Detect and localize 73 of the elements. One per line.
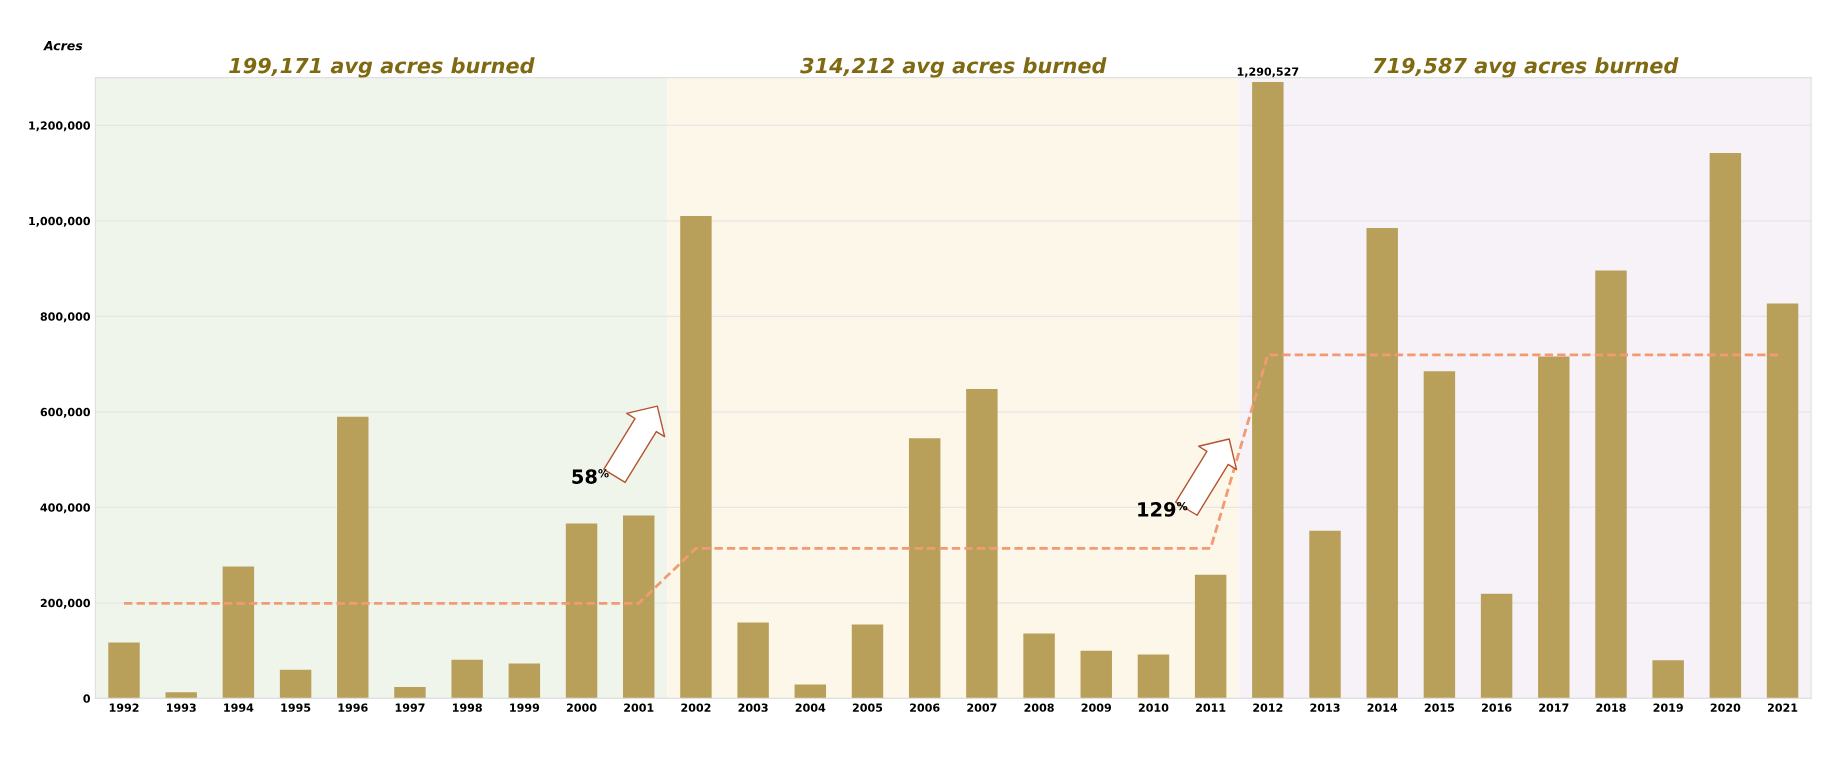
x-tick-label: 2000 <box>566 703 597 712</box>
bar <box>1366 228 1398 699</box>
x-tick-label: 2002 <box>681 703 711 712</box>
x-tick-label: 2019 <box>1653 703 1683 712</box>
bar <box>1194 574 1227 699</box>
annotation: 58% <box>572 469 609 484</box>
x-tick-label: 2009 <box>1081 703 1112 712</box>
bar <box>1137 654 1170 699</box>
x-tick-label: 2004 <box>795 703 826 712</box>
y-tick-label: 600,000 <box>40 407 91 418</box>
bar <box>908 438 941 699</box>
x-tick-label: 2021 <box>1767 703 1798 712</box>
bar <box>108 642 140 699</box>
band-label: 314,212 avg acres burned <box>800 57 1107 78</box>
bar <box>1652 660 1684 699</box>
bar <box>1480 593 1513 699</box>
x-tick-label: 1993 <box>167 703 196 712</box>
x-tick-label: 1995 <box>281 703 311 712</box>
x-tick-label: 2020 <box>1710 703 1741 712</box>
data-label: 1,290,527 <box>1237 67 1299 78</box>
bar <box>966 388 998 699</box>
x-tick-label: 2017 <box>1539 703 1569 712</box>
x-tick-label: 2011 <box>1196 703 1226 712</box>
y-tick-label: 200,000 <box>40 598 91 609</box>
bar <box>1595 270 1627 699</box>
bar <box>337 416 369 699</box>
bar <box>680 216 712 699</box>
band-label: 199,171 avg acres burned <box>229 57 535 78</box>
bar <box>851 624 884 699</box>
bar <box>1709 153 1742 699</box>
bar <box>1252 82 1284 699</box>
x-tick-label: 2012 <box>1253 703 1283 712</box>
x-tick-label: 2008 <box>1024 703 1054 712</box>
x-tick-label: 2003 <box>738 703 768 712</box>
x-tick-label: 2007 <box>967 703 997 712</box>
x-tick-label: 2006 <box>910 703 940 712</box>
x-tick-label: 1996 <box>338 703 368 712</box>
bar <box>1023 633 1055 699</box>
bar <box>565 523 598 699</box>
x-tick-label: 1992 <box>109 703 139 712</box>
x-tick-label: 1994 <box>224 703 254 712</box>
bar <box>222 566 255 699</box>
x-tick-label: 2001 <box>624 703 654 712</box>
x-tick-label: 1997 <box>395 703 425 712</box>
bar <box>737 622 769 699</box>
band-label: 719,587 avg acres burned <box>1373 57 1679 78</box>
bar <box>794 684 827 699</box>
y-tick-label: 400,000 <box>40 503 91 514</box>
x-tick-label: 2010 <box>1138 703 1169 712</box>
y-axis-title: Acres <box>43 41 83 51</box>
x-tick-label: 2016 <box>1482 703 1512 712</box>
bar <box>1538 356 1570 699</box>
y-tick-label: 800,000 <box>40 312 91 323</box>
bar <box>279 669 312 699</box>
y-tick-label: 1,200,000 <box>29 121 91 132</box>
bar <box>508 663 541 699</box>
x-tick-label: 2014 <box>1367 703 1398 712</box>
bar <box>1423 371 1456 699</box>
x-tick-label: 1999 <box>510 703 540 712</box>
x-tick-label: 2013 <box>1310 703 1340 712</box>
bar <box>623 515 655 699</box>
y-tick-label: 0 <box>83 694 91 703</box>
bar <box>451 659 483 699</box>
x-tick-label: 2005 <box>852 703 883 712</box>
bar <box>165 692 197 699</box>
bar <box>1766 303 1799 699</box>
x-tick-label: 1998 <box>452 703 482 712</box>
bar <box>1309 530 1341 699</box>
bar <box>1080 650 1112 699</box>
x-tick-label: 2018 <box>1596 703 1626 712</box>
bar <box>394 686 426 699</box>
y-tick-label: 1,000,000 <box>29 216 91 227</box>
x-tick-label: 2015 <box>1424 703 1455 712</box>
